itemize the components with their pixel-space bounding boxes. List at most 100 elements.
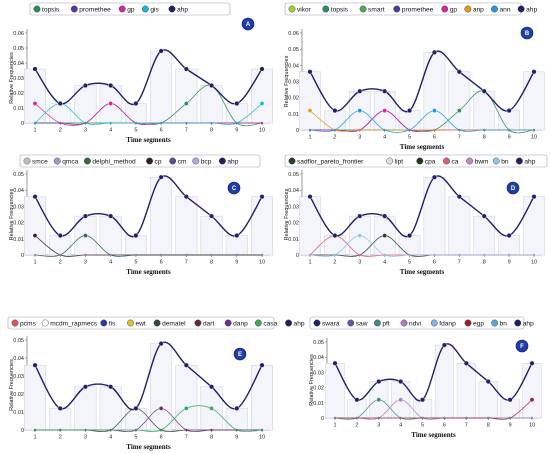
legend-item[interactable]: dematel <box>153 319 186 328</box>
data-point[interactable] <box>109 428 112 432</box>
data-point[interactable] <box>160 253 163 257</box>
legend-item[interactable]: bcp <box>192 157 212 166</box>
data-point[interactable] <box>210 121 213 125</box>
data-point[interactable] <box>59 253 62 257</box>
legend-item[interactable]: pcms <box>11 319 37 328</box>
data-point[interactable] <box>184 406 189 411</box>
legend-item[interactable]: ann <box>491 5 511 14</box>
data-point[interactable] <box>382 213 388 219</box>
data-point[interactable] <box>235 121 238 125</box>
data-point[interactable] <box>84 428 87 432</box>
data-point[interactable] <box>158 174 164 180</box>
data-point[interactable] <box>431 174 437 180</box>
data-point[interactable] <box>399 416 402 420</box>
legend-item[interactable]: smart <box>359 5 385 14</box>
data-point[interactable] <box>509 416 512 420</box>
data-point[interactable] <box>33 428 37 432</box>
legend-item[interactable]: casa <box>254 319 278 328</box>
data-point[interactable] <box>234 405 240 411</box>
data-point[interactable] <box>481 213 487 219</box>
data-point[interactable] <box>308 253 312 257</box>
data-point[interactable] <box>82 82 88 88</box>
data-point[interactable] <box>398 379 404 385</box>
data-point[interactable] <box>408 128 411 132</box>
data-point[interactable] <box>441 342 447 348</box>
data-point[interactable] <box>82 213 88 219</box>
data-point[interactable] <box>383 128 386 132</box>
data-point[interactable] <box>529 360 535 366</box>
data-point[interactable] <box>458 253 461 257</box>
data-point[interactable] <box>259 194 265 200</box>
data-point[interactable] <box>307 194 313 200</box>
data-point[interactable] <box>407 233 413 239</box>
data-point[interactable] <box>109 121 112 125</box>
data-point[interactable] <box>260 253 264 257</box>
legend-item[interactable]: qmca <box>53 157 79 166</box>
data-point[interactable] <box>507 397 513 403</box>
data-point[interactable] <box>457 108 462 113</box>
data-point[interactable] <box>465 416 468 420</box>
data-point[interactable] <box>407 108 413 114</box>
legend-item[interactable]: topsis <box>33 5 60 14</box>
legend-item[interactable]: ahp <box>514 319 535 328</box>
data-point[interactable] <box>184 101 189 106</box>
data-point[interactable] <box>134 121 137 125</box>
data-point[interactable] <box>83 233 88 238</box>
data-point[interactable] <box>354 397 360 403</box>
data-point[interactable] <box>59 428 62 432</box>
data-point[interactable] <box>209 384 215 390</box>
data-point[interactable] <box>333 128 336 132</box>
data-point[interactable] <box>357 108 363 113</box>
data-point[interactable] <box>506 108 512 114</box>
legend-item[interactable]: delphi_method <box>84 157 136 166</box>
data-point[interactable] <box>333 416 337 420</box>
data-point[interactable] <box>209 406 214 411</box>
data-point[interactable] <box>532 128 536 132</box>
data-point[interactable] <box>483 253 486 257</box>
data-point[interactable] <box>185 428 188 432</box>
data-point[interactable] <box>210 428 213 432</box>
data-point[interactable] <box>133 405 139 411</box>
data-point[interactable] <box>458 128 461 132</box>
legend-item[interactable]: smce <box>23 157 48 166</box>
data-point[interactable] <box>108 101 113 106</box>
legend-item[interactable]: cp <box>146 157 162 166</box>
legend-item[interactable]: bwm <box>466 157 489 166</box>
data-point[interactable] <box>84 121 87 125</box>
legend-item[interactable]: vikor <box>288 5 312 14</box>
data-point[interactable] <box>57 233 63 239</box>
legend-item[interactable]: egp <box>464 319 485 328</box>
legend-item[interactable]: gp <box>118 5 135 14</box>
data-point[interactable] <box>234 233 240 239</box>
data-point[interactable] <box>160 428 163 432</box>
legend-item[interactable]: ahp <box>218 157 239 166</box>
legend-item[interactable]: gp <box>441 5 458 14</box>
data-point[interactable] <box>357 88 363 94</box>
data-point[interactable] <box>59 121 62 125</box>
data-point[interactable] <box>456 69 462 75</box>
data-point[interactable] <box>433 128 436 132</box>
data-point[interactable] <box>158 406 164 411</box>
data-point[interactable] <box>332 108 338 114</box>
legend-item[interactable]: saw <box>347 319 368 328</box>
data-point[interactable] <box>185 121 188 125</box>
legend-item[interactable]: ahp <box>168 5 189 14</box>
data-point[interactable] <box>408 253 411 257</box>
data-point[interactable] <box>158 48 164 54</box>
data-point[interactable] <box>210 253 213 257</box>
data-point[interactable] <box>158 341 164 347</box>
legend-item[interactable]: pft <box>374 319 390 328</box>
data-point[interactable] <box>358 253 361 257</box>
data-point[interactable] <box>357 233 363 238</box>
data-point[interactable] <box>398 397 403 403</box>
legend-item[interactable]: ahp <box>517 5 538 14</box>
data-point[interactable] <box>133 100 139 106</box>
data-point[interactable] <box>32 233 38 238</box>
data-point[interactable] <box>57 405 63 411</box>
data-point[interactable] <box>332 360 338 366</box>
data-point[interactable] <box>483 128 486 132</box>
data-point[interactable] <box>456 194 462 200</box>
data-point[interactable] <box>431 49 437 55</box>
data-point[interactable] <box>355 416 358 420</box>
data-point[interactable] <box>485 379 491 385</box>
